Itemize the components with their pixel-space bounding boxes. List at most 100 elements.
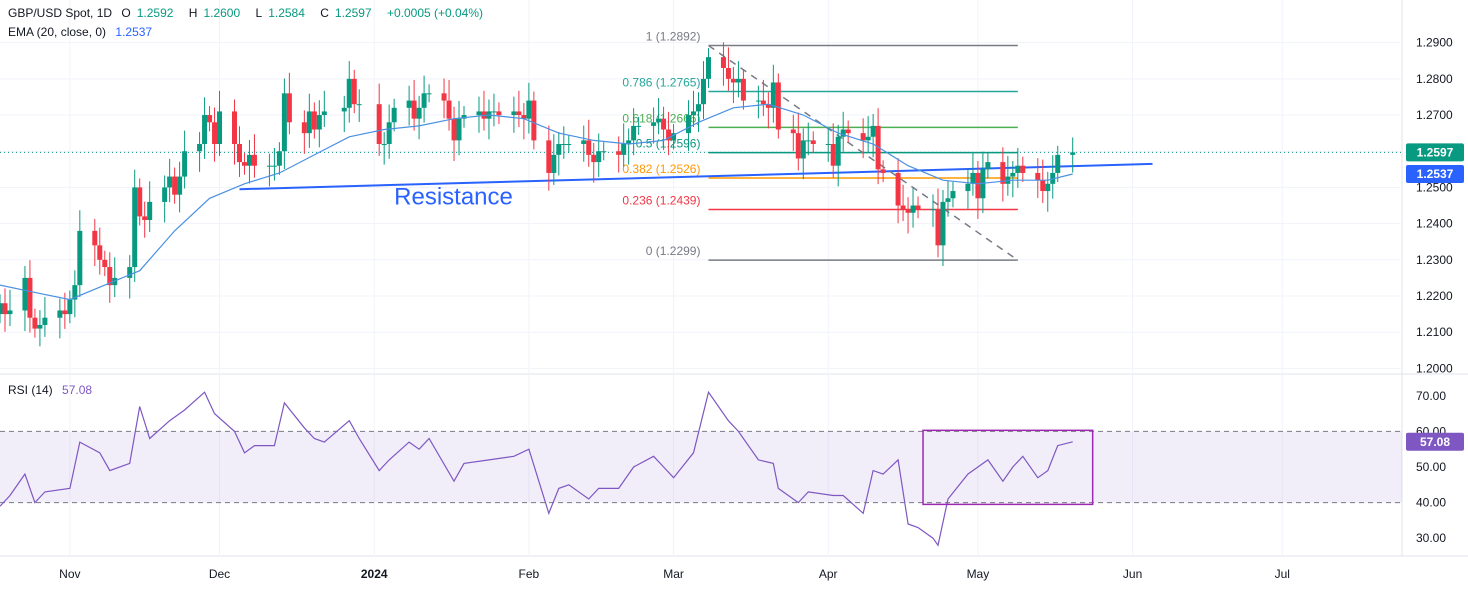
candle-body <box>1010 172 1016 177</box>
candle-body <box>346 78 352 108</box>
candle-body <box>621 144 627 155</box>
candle-body <box>631 125 637 141</box>
candle-body <box>840 129 846 137</box>
high-label: H <box>188 6 198 20</box>
candle-body <box>1000 162 1006 184</box>
candle-body <box>1070 152 1076 155</box>
candle-body <box>1015 165 1021 173</box>
candle-body <box>276 151 282 166</box>
price-tick-label: 1.2200 <box>1416 289 1453 303</box>
candle-body <box>985 162 991 170</box>
candle-body <box>666 129 672 141</box>
candle-body <box>740 78 746 101</box>
candle-body <box>107 267 113 286</box>
candle-body <box>381 144 387 145</box>
time-tick-label: Jun <box>1123 567 1142 581</box>
candle-body <box>860 133 866 141</box>
candle-body <box>865 136 871 141</box>
symbol-name[interactable]: GBP/USD Spot, 1D <box>8 6 113 20</box>
candle-body <box>426 93 432 95</box>
rsi-value: 57.08 <box>62 383 93 397</box>
candle-body <box>830 144 836 166</box>
candle-body <box>92 230 98 246</box>
candle-body <box>197 144 203 152</box>
candle-body <box>207 115 213 123</box>
candle-body <box>516 111 522 116</box>
candle-body <box>566 144 572 145</box>
candle-body <box>730 78 736 83</box>
candle-body <box>246 154 252 166</box>
low-value: 1.2584 <box>268 6 305 20</box>
candle-body <box>511 111 517 116</box>
candle-body <box>720 57 726 68</box>
candle-body <box>1020 165 1026 173</box>
candle-body <box>950 191 956 199</box>
time-tick-label: Mar <box>663 567 684 581</box>
candle-body <box>526 100 532 119</box>
candle-body <box>496 111 502 116</box>
open-value: 1.2592 <box>136 6 174 20</box>
candle-body <box>910 205 916 213</box>
candle-body <box>97 245 103 260</box>
drawings-layer: 1 (1.2892) 0.786 (1.2765) 0.618 (1.2666) 0.… <box>0 30 1402 261</box>
candle-body <box>905 209 911 213</box>
rsi-pane <box>0 390 1402 547</box>
candle-body <box>700 78 706 105</box>
candle-body <box>7 310 13 315</box>
candle-body <box>770 82 776 108</box>
rsi-legend[interactable]: RSI (14) 57.08 <box>8 383 98 397</box>
candle-body <box>341 107 347 112</box>
price-tick-label: 1.2000 <box>1416 361 1453 375</box>
fib-level-label: 0 (1.2299) <box>646 244 701 258</box>
candle-body <box>551 154 557 173</box>
candle-body <box>306 111 312 134</box>
axes: 1.29001.28001.27001.26001.25001.24001.23… <box>59 36 1464 581</box>
candle-body <box>147 201 153 220</box>
candle-body <box>311 111 317 130</box>
candle-body <box>975 172 981 199</box>
candle-body <box>845 129 851 134</box>
candle-body <box>281 93 287 152</box>
candle-body <box>800 140 806 159</box>
candle-body <box>202 115 208 144</box>
candle-body <box>132 187 138 268</box>
open-label: O <box>121 6 131 20</box>
ema-legend[interactable]: EMA (20, close, 0) 1.2537 <box>8 25 158 39</box>
candle-body <box>286 93 292 123</box>
candle-body <box>236 144 242 163</box>
last-price-label: 1.2597 <box>1417 145 1454 159</box>
price-tick-label: 1.2300 <box>1416 253 1453 267</box>
rsi-tick-label: 50.00 <box>1416 460 1446 474</box>
candle-body <box>805 140 811 142</box>
candle-body <box>441 93 447 101</box>
candle-body <box>217 111 223 144</box>
candle-body <box>656 118 662 123</box>
candle-body <box>686 115 692 134</box>
candle-body <box>691 111 697 116</box>
candle-body <box>102 259 108 268</box>
candle-body <box>970 172 976 184</box>
candle-body <box>895 172 901 206</box>
candle-body <box>167 176 173 188</box>
candle-body <box>651 122 657 126</box>
candle-body <box>391 107 397 123</box>
ema-line-layer <box>0 103 1073 301</box>
fib-level-label: 0.786 (1.2765) <box>622 76 700 90</box>
close-label: C <box>320 6 329 20</box>
rsi-label: RSI (14) <box>8 383 53 397</box>
candle-body <box>531 100 537 141</box>
candle-body <box>521 115 527 119</box>
ema-line <box>0 103 1073 301</box>
ema-price-label-bg <box>1406 165 1464 184</box>
candle-body <box>705 57 711 79</box>
candle-body <box>1035 172 1041 181</box>
fib-level-label: 0.382 (1.2526) <box>622 162 700 176</box>
candle-body <box>0 303 3 315</box>
candle-body <box>182 151 188 177</box>
symbol-header: GBP/USD Spot, 1D O 1.2592 H 1.2600 L 1.2584… <box>8 6 489 20</box>
ema-value: 1.2537 <box>115 25 153 39</box>
candle-body <box>231 111 237 144</box>
candle-body <box>162 187 168 202</box>
candle-body <box>37 324 43 329</box>
